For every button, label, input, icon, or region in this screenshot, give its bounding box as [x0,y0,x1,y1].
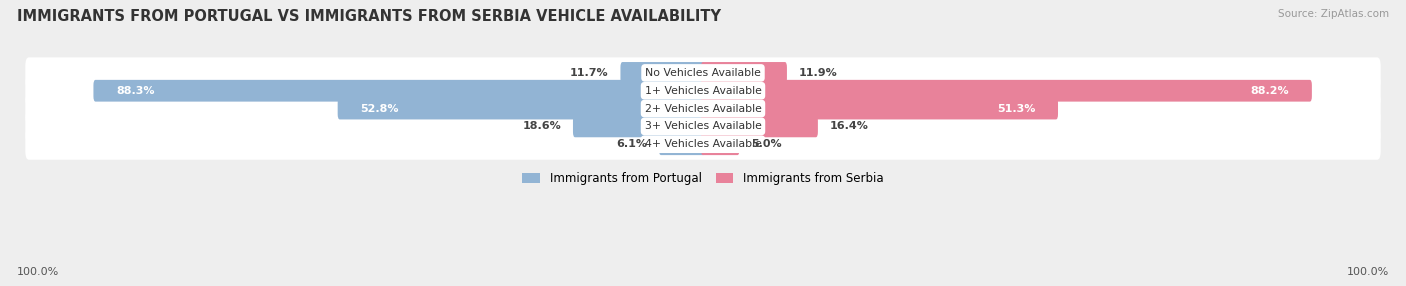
FancyBboxPatch shape [702,62,787,84]
Text: 88.3%: 88.3% [117,86,155,96]
FancyBboxPatch shape [574,116,704,137]
Text: IMMIGRANTS FROM PORTUGAL VS IMMIGRANTS FROM SERBIA VEHICLE AVAILABILITY: IMMIGRANTS FROM PORTUGAL VS IMMIGRANTS F… [17,9,721,23]
FancyBboxPatch shape [659,133,704,155]
Text: 52.8%: 52.8% [360,104,399,114]
FancyBboxPatch shape [25,111,1381,142]
Text: Source: ZipAtlas.com: Source: ZipAtlas.com [1278,9,1389,19]
Text: No Vehicles Available: No Vehicles Available [645,68,761,78]
FancyBboxPatch shape [25,57,1381,88]
Text: 6.1%: 6.1% [616,139,647,149]
Text: 5.0%: 5.0% [751,139,782,149]
Text: 11.7%: 11.7% [569,68,609,78]
Text: 11.9%: 11.9% [799,68,838,78]
FancyBboxPatch shape [702,116,818,137]
Text: 1+ Vehicles Available: 1+ Vehicles Available [644,86,762,96]
FancyBboxPatch shape [337,98,704,120]
FancyBboxPatch shape [702,80,1312,102]
FancyBboxPatch shape [702,98,1057,120]
Legend: Immigrants from Portugal, Immigrants from Serbia: Immigrants from Portugal, Immigrants fro… [517,167,889,190]
Text: 100.0%: 100.0% [17,267,59,277]
FancyBboxPatch shape [702,133,740,155]
FancyBboxPatch shape [25,75,1381,106]
Text: 2+ Vehicles Available: 2+ Vehicles Available [644,104,762,114]
FancyBboxPatch shape [620,62,704,84]
Text: 16.4%: 16.4% [830,121,869,131]
Text: 51.3%: 51.3% [997,104,1035,114]
Text: 4+ Vehicles Available: 4+ Vehicles Available [644,139,762,149]
Text: 100.0%: 100.0% [1347,267,1389,277]
Text: 88.2%: 88.2% [1250,86,1289,96]
Text: 3+ Vehicles Available: 3+ Vehicles Available [644,121,762,131]
FancyBboxPatch shape [25,129,1381,160]
FancyBboxPatch shape [25,93,1381,124]
Text: 18.6%: 18.6% [523,121,561,131]
FancyBboxPatch shape [93,80,704,102]
